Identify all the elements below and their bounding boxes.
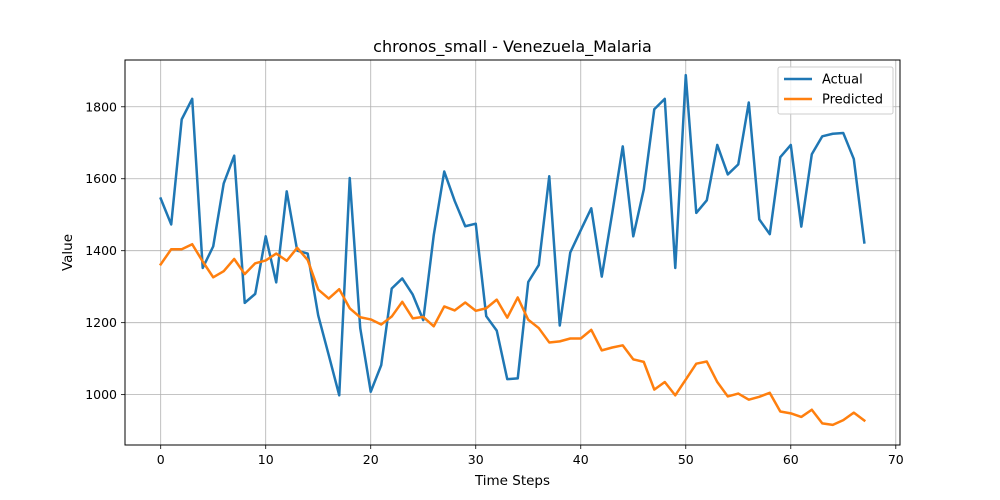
x-tick-label: 40 — [573, 452, 589, 467]
y-tick-label: 1400 — [85, 243, 117, 258]
plot-frame — [124, 59, 901, 446]
series-line-actual — [159, 73, 866, 397]
y-tick-label: 1600 — [85, 171, 117, 186]
x-tick-label: 10 — [258, 452, 274, 467]
chart-title: chronos_small - Venezuela_Malaria — [373, 37, 652, 57]
x-tick-label: 30 — [468, 452, 484, 467]
series-layer — [158, 73, 867, 427]
x-tick-label: 0 — [157, 452, 165, 467]
legend-label-actual: Actual — [822, 73, 863, 88]
x-tick-label: 20 — [363, 452, 379, 467]
grid-lines — [125, 60, 900, 445]
y-tick-label: 1200 — [85, 315, 117, 330]
x-tick-label: 60 — [783, 452, 799, 467]
x-tick-label: 70 — [888, 452, 904, 467]
legend-label-predicted: Predicted — [822, 93, 883, 108]
axis-ticks: 0 10 20 30 40 50 60 70 1000 1200 1400 1600 1800 — [85, 99, 904, 467]
legend: Actual Predicted — [777, 66, 894, 115]
y-axis-label: Value — [60, 234, 76, 271]
y-tick-label: 1000 — [85, 387, 117, 402]
x-axis-label: Time Steps — [474, 473, 550, 489]
y-tick-label: 1800 — [85, 99, 117, 114]
series-line-predicted — [158, 242, 867, 427]
x-tick-label: 50 — [678, 452, 694, 467]
